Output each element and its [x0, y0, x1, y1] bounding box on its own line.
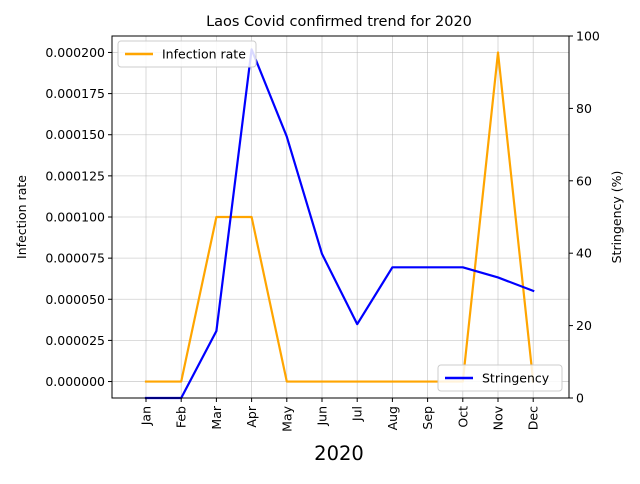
- series-line-stringency: [146, 49, 533, 398]
- x-tick-label: Sep: [420, 406, 435, 430]
- right-y-tick-label: 40: [576, 246, 592, 261]
- right-y-tick-label: 0: [576, 391, 584, 406]
- left-y-tick-label: 0.000050: [45, 292, 105, 307]
- left-y-tick-label: 0.000025: [45, 333, 105, 348]
- left-y-tick-label: 0.000200: [45, 45, 105, 60]
- x-tick-label: Feb: [174, 406, 189, 428]
- x-tick-label: Oct: [455, 406, 470, 428]
- x-tick-label: Aug: [385, 406, 400, 430]
- x-tick-label: Dec: [526, 406, 541, 430]
- left-y-tick-label: 0.000175: [45, 86, 105, 101]
- x-axis-label: 2020: [314, 442, 364, 465]
- left-y-tick-label: 0.000000: [45, 374, 105, 389]
- legend-stringency: Stringency: [438, 365, 562, 391]
- x-tick-label: Apr: [244, 405, 259, 427]
- legend-infection-rate: Infection rate: [118, 41, 256, 67]
- x-tick-label: May: [279, 405, 294, 431]
- left-y-tick-label: 0.000075: [45, 251, 105, 266]
- right-y-tick-label: 100: [576, 29, 600, 44]
- x-tick-label: Nov: [491, 405, 506, 430]
- left-y-tick-label: 0.000100: [45, 210, 105, 225]
- x-tick-label: Jan: [139, 406, 154, 426]
- x-tick-label: Jul: [350, 406, 365, 422]
- right-y-tick-label: 80: [576, 101, 592, 116]
- legend-label-stringency: Stringency: [482, 371, 550, 386]
- left-y-tick-label: 0.000150: [45, 127, 105, 142]
- x-tick-label: Mar: [209, 405, 224, 429]
- legend-label-infection-rate: Infection rate: [162, 47, 246, 62]
- right-y-tick-label: 20: [576, 318, 592, 333]
- left-axis-label: Infection rate: [14, 175, 29, 259]
- right-y-tick-label: 60: [576, 173, 592, 188]
- chart-title: Laos Covid confirmed trend for 2020: [206, 14, 472, 30]
- right-axis-label: Stringency (%): [609, 171, 624, 264]
- x-tick-label: Jun: [315, 406, 330, 427]
- left-y-tick-label: 0.000125: [45, 168, 105, 183]
- grid: [112, 36, 569, 398]
- series-lines: [146, 49, 533, 398]
